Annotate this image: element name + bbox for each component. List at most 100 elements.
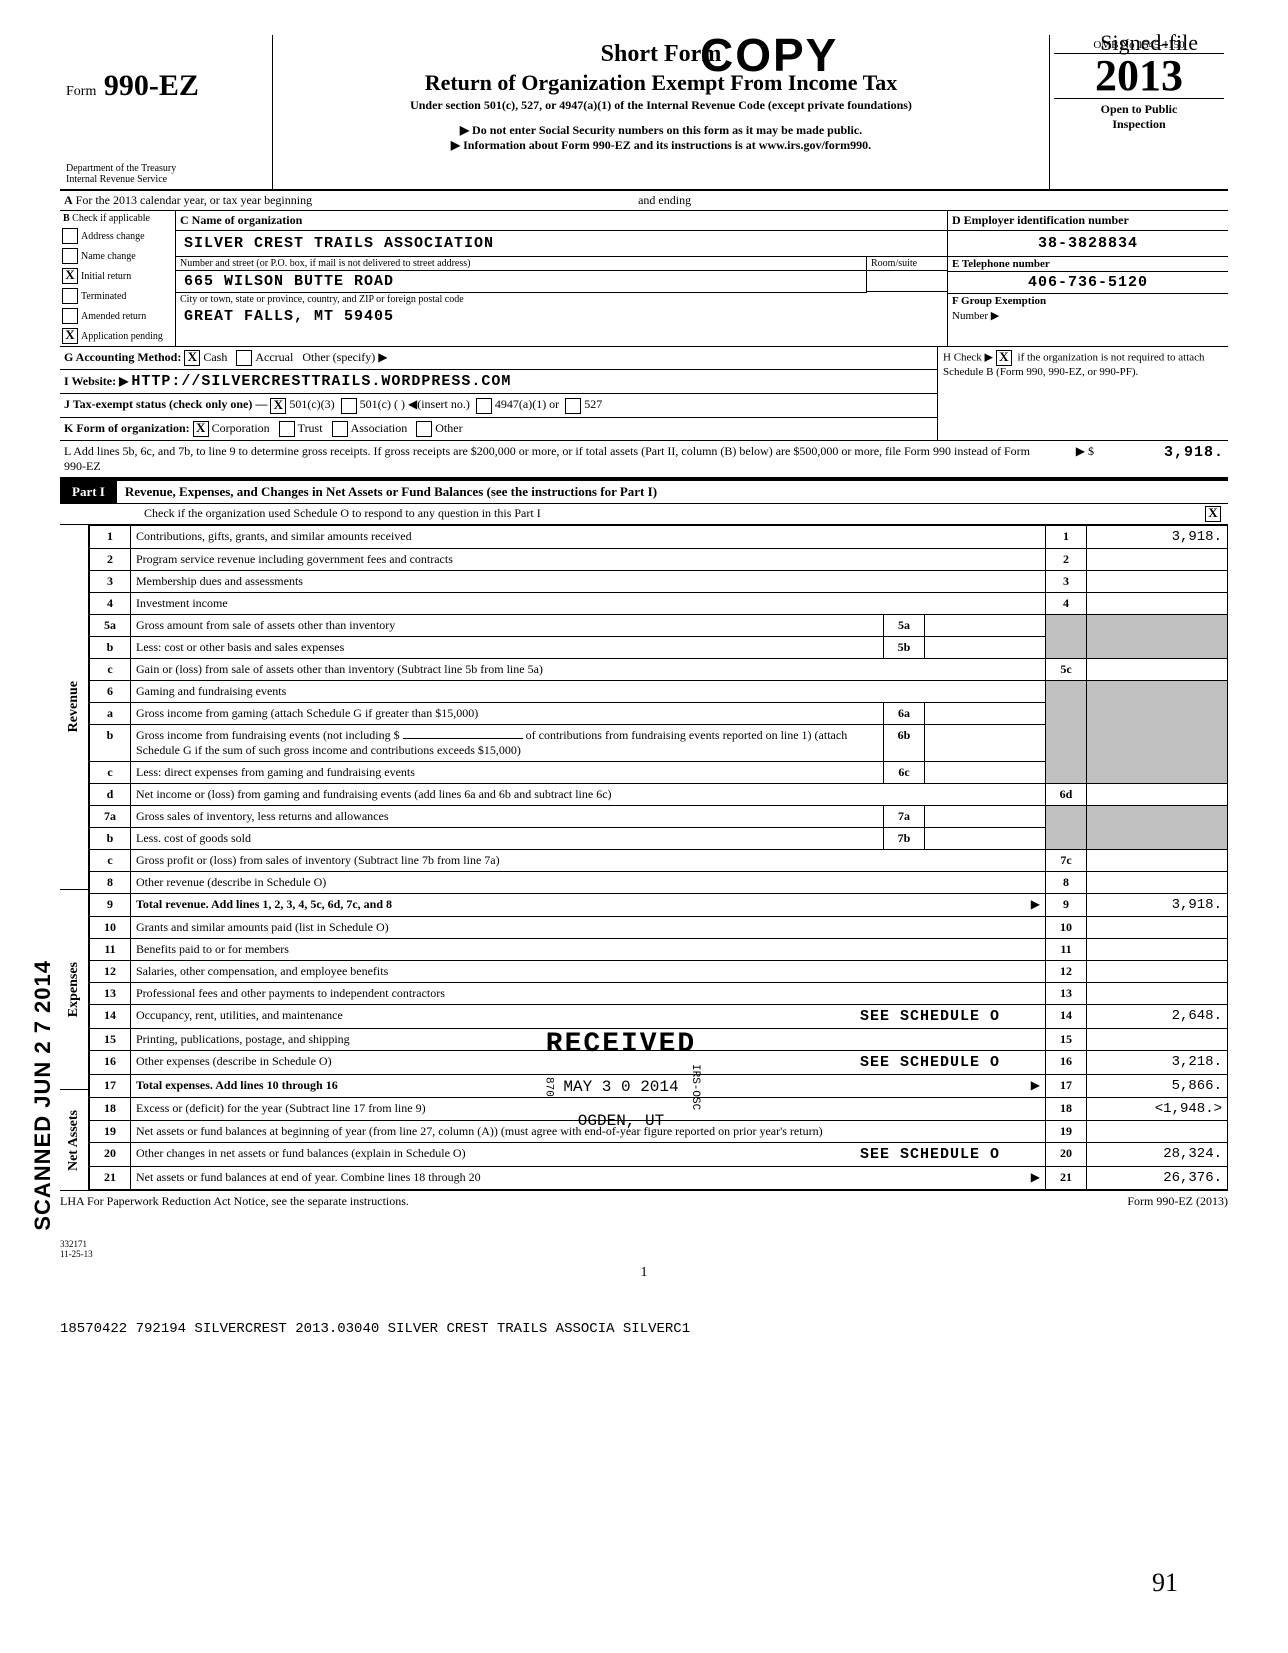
form-footer: Form 990-EZ (2013): [1127, 1194, 1228, 1209]
line-7b: Less. cost of goods sold: [131, 827, 884, 849]
received-side-right: IRS-OSC: [687, 1064, 702, 1110]
inspection: Inspection: [1054, 117, 1224, 132]
line-7c: Gross profit or (loss) from sales of inv…: [131, 849, 1046, 871]
chk-assoc[interactable]: [332, 421, 348, 437]
chk-amended[interactable]: [62, 308, 78, 324]
box-5a: 5a: [884, 614, 925, 636]
line-6d: Net income or (loss) from gaming and fun…: [131, 783, 1046, 805]
lbl-other-method: Other (specify) ▶: [302, 350, 387, 364]
line-6a: Gross income from gaming (attach Schedul…: [131, 702, 884, 724]
chk-501c3[interactable]: X: [270, 398, 286, 414]
chk-name[interactable]: [62, 248, 78, 264]
chk-other-org[interactable]: [416, 421, 432, 437]
line-17: Total expenses. Add lines 10 through 16: [136, 1078, 338, 1092]
chk-terminated[interactable]: [62, 288, 78, 304]
copy-stamp: COPY: [700, 28, 838, 82]
amt-9: 3,918.: [1087, 893, 1228, 916]
amt-13: [1087, 982, 1228, 1004]
return-title: Return of Organization Exempt From Incom…: [283, 70, 1039, 96]
lbl-amended: Amended return: [81, 311, 146, 322]
f-label: F Group Exemption: [952, 295, 1046, 307]
amt-6d: [1087, 783, 1228, 805]
line-2: Program service revenue including govern…: [131, 548, 1046, 570]
chk-corp[interactable]: X: [193, 421, 209, 437]
amt-17: 5,866.: [1087, 1074, 1228, 1097]
part1-title: Revenue, Expenses, and Changes in Net As…: [117, 484, 657, 500]
amt-14: 2,648.: [1087, 1004, 1228, 1028]
info-note: ▶ Information about Form 990-EZ and its …: [283, 138, 1039, 153]
line-6c: Less: direct expenses from gaming and fu…: [131, 761, 884, 783]
chk-h[interactable]: X: [996, 350, 1012, 366]
box-6b: 6b: [884, 724, 925, 761]
line-7a: Gross sales of inventory, less returns a…: [131, 805, 884, 827]
line-5a: Gross amount from sale of assets other t…: [131, 614, 884, 636]
chk-501c[interactable]: [341, 398, 357, 414]
box-6c: 6c: [884, 761, 925, 783]
lbl-terminated: Terminated: [81, 291, 126, 302]
line-6b: Gross income from fundraising events (no…: [131, 724, 884, 761]
j-label: J Tax-exempt status (check only one) —: [64, 397, 267, 411]
chk-cash[interactable]: X: [184, 350, 200, 366]
box-7a: 7a: [884, 805, 925, 827]
b-header: Check if applicable: [72, 213, 150, 224]
addr-label: Number and street (or P.O. box, if mail …: [176, 257, 866, 271]
org-address: 665 WILSON BUTTE ROAD: [176, 271, 866, 293]
h-label: H Check ▶: [943, 352, 993, 364]
line-13: Professional fees and other payments to …: [131, 982, 1046, 1004]
amt-11: [1087, 938, 1228, 960]
handwriting-signed-file: Signed-file: [1100, 30, 1198, 56]
amt-10: [1087, 916, 1228, 938]
g-label: G Accounting Method:: [64, 350, 181, 364]
amt-12: [1087, 960, 1228, 982]
form-prefix: Form: [66, 84, 96, 99]
chk-4947[interactable]: [476, 398, 492, 414]
chk-trust[interactable]: [279, 421, 295, 437]
lbl-4947: 4947(a)(1) or: [495, 397, 559, 411]
chk-pending[interactable]: X: [62, 328, 78, 344]
received-date: MAY 3 0 2014: [563, 1076, 678, 1098]
lbl-address: Address change: [81, 231, 145, 242]
irs-label: Internal Revenue Service: [66, 174, 266, 185]
received-title: RECEIVED: [540, 1025, 702, 1064]
netassets-label: Net Assets: [66, 1110, 82, 1171]
line-5c: Gain or (loss) from sale of assets other…: [131, 658, 1046, 680]
lbl-501c3: 501(c)(3): [289, 397, 334, 411]
line-1: Contributions, gifts, grants, and simila…: [131, 525, 1046, 548]
i-label: I Website: ▶: [64, 374, 128, 388]
line-a-end: and ending: [638, 193, 691, 207]
lha-notice: LHA For Paperwork Reduction Act Notice, …: [60, 1194, 409, 1209]
lbl-corp: Corporation: [212, 421, 270, 435]
amt-3: [1087, 570, 1228, 592]
chk-accrual[interactable]: [236, 350, 252, 366]
website: HTTP://SILVERCRESTTRAILS.WORDPRESS.COM: [131, 373, 511, 390]
line-5b: Less: cost or other basis and sales expe…: [131, 636, 884, 658]
amt-18: <1,948.>: [1087, 1097, 1228, 1120]
lbl-insert: ) ◀(insert no.): [401, 397, 470, 411]
received-stamp: RECEIVED 870 MAY 3 0 2014 IRS-OSC OGDEN,…: [540, 1025, 702, 1133]
chk-part1-schedO[interactable]: X: [1205, 506, 1221, 522]
tax-year: 2013: [1054, 54, 1224, 98]
line-4: Investment income: [131, 592, 1046, 614]
chk-address[interactable]: [62, 228, 78, 244]
line-a-text: For the 2013 calendar year, or tax year …: [76, 193, 312, 207]
box-5b: 5b: [884, 636, 925, 658]
amt-4: [1087, 592, 1228, 614]
ein: 38-3828834: [948, 231, 1228, 257]
revenue-label: Revenue: [66, 681, 82, 732]
chk-initial[interactable]: X: [62, 268, 78, 284]
lbl-other-org: Other: [435, 421, 462, 435]
chk-527[interactable]: [565, 398, 581, 414]
lbl-cash: Cash: [203, 350, 227, 364]
note-20: SEE SCHEDULE O: [860, 1146, 1040, 1163]
received-side-left: 870: [540, 1077, 555, 1097]
line-8: Other revenue (describe in Schedule O): [131, 871, 1046, 893]
part1-check-text: Check if the organization used Schedule …: [64, 506, 1205, 522]
line-12: Salaries, other compensation, and employ…: [131, 960, 1046, 982]
l-value: 3,918.: [1094, 444, 1224, 474]
note-14: SEE SCHEDULE O: [860, 1008, 1040, 1025]
lbl-assoc: Association: [351, 421, 408, 435]
lbl-trust: Trust: [298, 421, 323, 435]
l-arrow: ▶ $: [1034, 444, 1094, 474]
part1-label: Part I: [60, 481, 117, 503]
line-3: Membership dues and assessments: [131, 570, 1046, 592]
